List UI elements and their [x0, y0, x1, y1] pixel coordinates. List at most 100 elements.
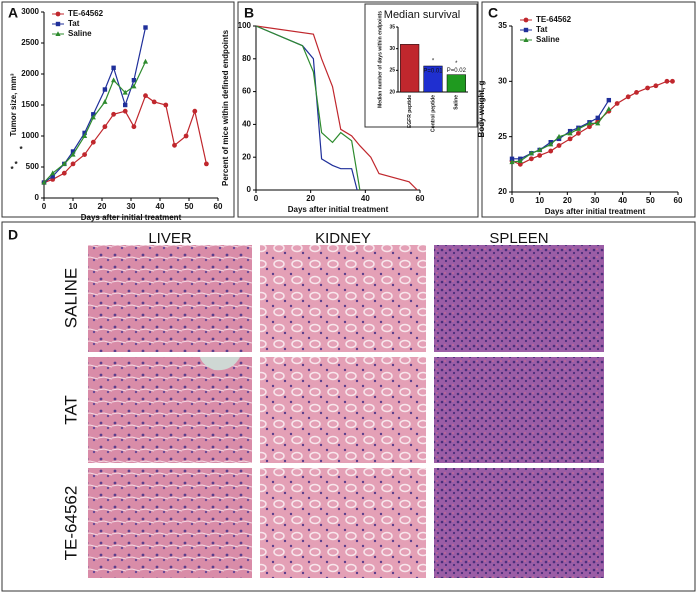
inset-frame: [364, 3, 478, 128]
x-axis-title: Days after initial treatment: [288, 205, 389, 214]
marker: [653, 83, 659, 89]
y-tick-label: 1500: [21, 100, 39, 109]
y-tick-label: 20: [498, 187, 507, 196]
annotation: P=0.02: [447, 68, 467, 74]
marker: [537, 147, 543, 152]
series-line: [255, 25, 358, 191]
y-tick-label: 60: [242, 87, 251, 96]
bar: [423, 65, 443, 93]
y-tick-label: 25: [389, 68, 395, 74]
marker: [142, 58, 149, 64]
marker: [82, 133, 88, 138]
y-axis-title: Percent of mice within defined endpoints: [221, 29, 230, 186]
marker: [509, 156, 515, 161]
x-tick-label: 30: [127, 202, 136, 211]
inset-title: Median survival: [384, 9, 460, 21]
series-line: [255, 25, 361, 191]
marker: [82, 130, 87, 136]
row-label: SALINE: [61, 268, 80, 328]
image: [434, 357, 604, 463]
x-tick-label: 60: [674, 196, 683, 205]
y-tick-label: 1000: [21, 131, 39, 140]
marker: [548, 141, 554, 147]
bar: [400, 44, 420, 93]
panel-letter: A: [8, 5, 18, 21]
column-header: LIVER: [148, 230, 192, 247]
marker: [192, 108, 198, 114]
marker: [111, 111, 116, 117]
panel-frame: [1, 221, 696, 592]
x-axis-title: Days after initial treatment: [81, 213, 182, 222]
annotation: *: [455, 61, 458, 67]
y-tick-label: 80: [242, 54, 251, 63]
legend-label: TE-64562: [536, 15, 572, 24]
x-axis-title: Days after initial treatment: [545, 207, 646, 216]
y-tick-label: 0: [35, 193, 40, 202]
y-tick-label: 35: [498, 21, 507, 30]
annotation: *: [14, 160, 18, 169]
marker: [625, 94, 631, 100]
y-tick-label: 25: [498, 132, 507, 141]
marker: [634, 90, 639, 95]
series-line: [43, 94, 207, 184]
legend-marker: [523, 27, 529, 33]
y-tick-label: 35: [389, 24, 395, 30]
marker: [123, 102, 128, 108]
panel-frame: [1, 1, 235, 218]
marker: [595, 120, 601, 126]
panel-frame: [481, 1, 696, 218]
y-tick-label: 2500: [21, 38, 39, 47]
column-header: KIDNEY: [315, 230, 371, 247]
x-tick-label: 50: [185, 202, 194, 211]
marker: [61, 170, 67, 176]
marker: [70, 161, 76, 167]
panel-frame: [237, 1, 479, 218]
marker: [575, 126, 581, 131]
x-tick-label: 10: [535, 196, 544, 205]
x-tick-label: 40: [361, 194, 370, 203]
x-tick-label: 60: [214, 202, 223, 211]
legend-marker: [55, 31, 61, 36]
y-tick-label: 40: [242, 120, 251, 129]
marker: [122, 89, 128, 95]
x-tick-label: EGFR peptide: [407, 95, 413, 128]
image: [434, 468, 604, 578]
marker: [41, 179, 47, 185]
marker: [556, 133, 562, 139]
marker: [70, 151, 76, 157]
legend-label: Tat: [68, 19, 80, 28]
image: [88, 245, 252, 352]
y-axis-title: Median number of days within endpoints: [377, 11, 383, 108]
legend-label: TE-64562: [68, 9, 104, 18]
image: [434, 245, 604, 352]
row-label: TAT: [61, 395, 80, 425]
x-tick-label: 60: [416, 194, 425, 203]
series-line: [43, 61, 147, 183]
marker: [548, 148, 554, 154]
marker: [131, 83, 137, 89]
image: [260, 468, 426, 578]
x-tick-label: 20: [98, 202, 107, 211]
y-tick-label: 30: [498, 76, 507, 85]
series-line: [255, 25, 418, 191]
histology: LIVER KIDNEY SPLEEN SALINE TAT TE-64562: [61, 230, 604, 578]
marker: [614, 101, 620, 106]
marker: [111, 65, 116, 70]
y-tick-label: 2000: [21, 69, 39, 78]
column-header: SPLEEN: [489, 230, 548, 247]
x-tick-label: 0: [510, 196, 515, 205]
marker: [102, 99, 108, 104]
x-tick-label: 30: [591, 196, 600, 205]
marker: [70, 149, 76, 154]
y-tick-label: 0: [247, 185, 252, 194]
marker: [576, 130, 581, 136]
marker: [664, 78, 670, 84]
marker: [606, 106, 612, 111]
marker: [91, 112, 96, 117]
annotation: P=0.01: [423, 69, 443, 75]
x-tick-label: 0: [42, 202, 47, 211]
legend-marker: [55, 21, 61, 27]
x-tick-label: 20: [306, 194, 315, 203]
marker: [537, 153, 543, 158]
